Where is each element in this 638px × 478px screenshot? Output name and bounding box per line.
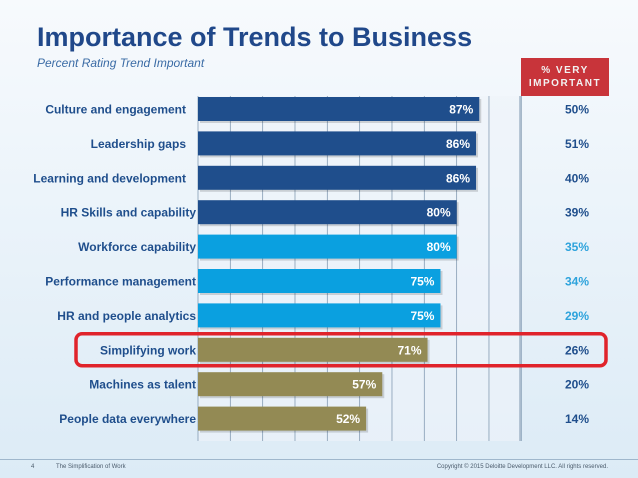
bar-value-label: 57% (352, 378, 376, 392)
very-important-value: 51% (565, 137, 589, 151)
bar-value-label: 86% (446, 137, 470, 151)
bar-value-label: 75% (410, 309, 434, 323)
bar-performance-management (198, 269, 441, 293)
category-label: Learning and development (33, 171, 186, 185)
category-label: Leadership gaps (91, 137, 187, 151)
bar-value-label: 52% (336, 412, 360, 426)
page-subtitle: Percent Rating Trend Important (37, 56, 205, 70)
bar-value-label: 75% (410, 275, 434, 289)
category-label: People data everywhere (59, 412, 196, 426)
very-important-value: 35% (565, 240, 589, 254)
very-important-value: 39% (565, 206, 589, 220)
footer-copyright: Copyright © 2015 Deloitte Development LL… (436, 464, 608, 470)
footer-title: The Simplification of Work (56, 464, 126, 470)
very-important-value: 29% (565, 309, 589, 323)
very-important-value: 40% (565, 171, 589, 185)
bar-culture-and-engagement (198, 97, 480, 121)
page-number: 4 (31, 464, 35, 470)
category-label: HR and people analytics (57, 309, 196, 323)
very-important-header-line2: IMPORTANT (528, 78, 602, 89)
bar-machines-as-talent (198, 372, 383, 397)
bar-value-label: 86% (446, 171, 470, 185)
bar-people-data-everywhere (198, 406, 367, 431)
category-label: Performance management (45, 275, 196, 289)
very-important-value: 50% (565, 103, 589, 117)
very-important-header-line1: % VERY (541, 65, 589, 76)
bar-value-label: 80% (427, 206, 451, 220)
category-label: Workforce capability (78, 240, 196, 254)
category-label: Culture and engagement (45, 103, 186, 117)
bar-hr-and-people-analytics (198, 303, 441, 328)
very-important-header: % VERY IMPORTANT (521, 58, 609, 96)
very-important-value: 14% (565, 412, 589, 426)
footer-divider (0, 459, 638, 460)
bar-value-label: 80% (427, 240, 451, 254)
bar-value-label: 71% (398, 343, 422, 357)
bar-leadership-gaps (198, 131, 477, 156)
bar-workforce-capability (198, 234, 457, 259)
very-important-value: 34% (565, 275, 589, 289)
category-label: HR Skills and capability (61, 206, 197, 220)
page-title: Importance of Trends to Business (37, 22, 473, 52)
bar-simplifying-work (198, 337, 428, 362)
bar-hr-skills-and-capability (198, 200, 457, 225)
highlight-box (74, 332, 608, 368)
bar-value-label: 87% (449, 103, 473, 117)
very-important-value: 26% (565, 343, 589, 357)
very-important-value: 20% (565, 378, 589, 392)
category-label: Machines as talent (89, 378, 196, 392)
bar-learning-and-development (198, 165, 477, 190)
category-label: Simplifying work (100, 343, 196, 357)
